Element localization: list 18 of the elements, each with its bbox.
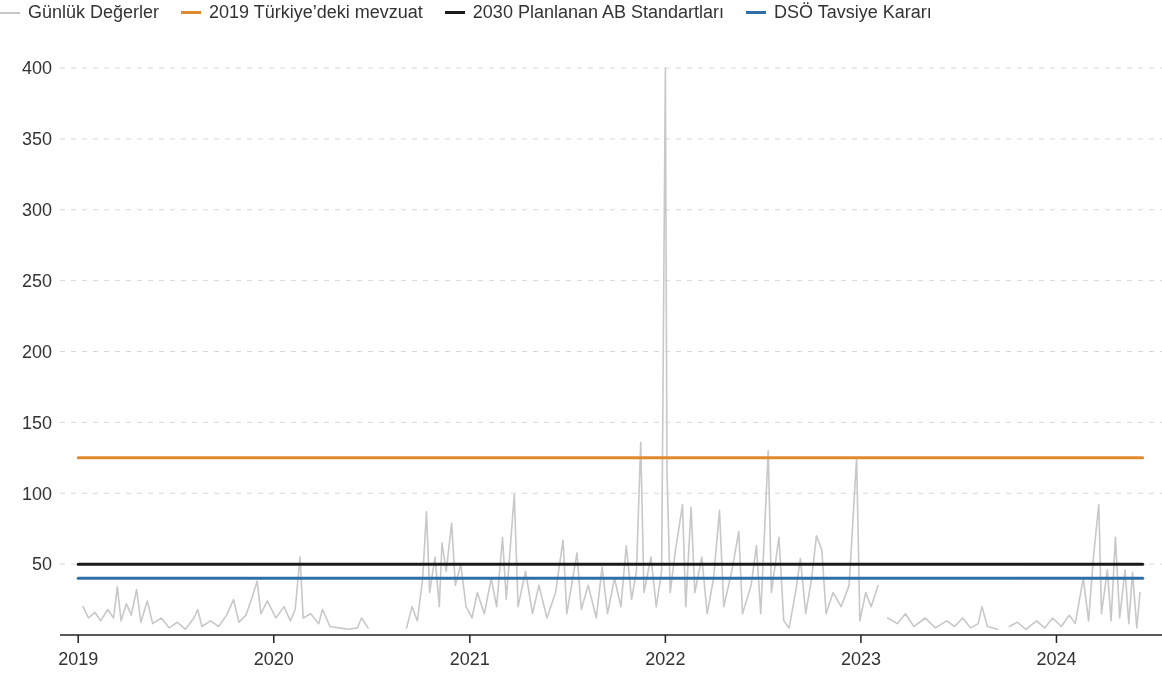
y-tick-label: 200 [21,341,52,362]
y-tick-label: 50 [31,554,52,575]
y-tick-label: 400 [21,58,52,79]
x-tick-label: 2023 [840,649,881,669]
y-tick-label: 350 [21,129,52,150]
y-tick-label: 250 [21,270,52,291]
x-tick-label: 2022 [645,649,686,669]
legend-label: 2019 Türkiye’deki mevzuat [209,2,423,23]
legend-label: DSÖ Tavsiye Kararı [774,2,932,23]
y-tick-label: 300 [21,200,52,221]
x-tick-label: 2021 [449,649,490,669]
x-tick-label: 2019 [58,649,99,669]
legend-label: 2030 Planlanan AB Standartları [472,2,725,23]
y-tick-label: 150 [21,412,52,433]
x-tick-label: 2024 [1036,649,1077,669]
x-tick-label: 2020 [253,649,294,669]
y-tick-label: 100 [21,483,52,504]
legend-label: Günlük Değerler [28,2,160,23]
